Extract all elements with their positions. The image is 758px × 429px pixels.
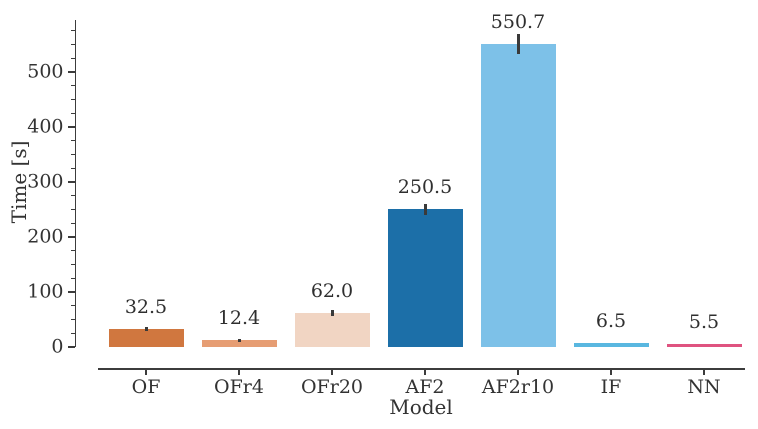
x-tick-label-af2r10: AF2r10 xyxy=(481,375,555,398)
bar-value-label-ofr20: 62.0 xyxy=(310,279,354,302)
x-tick-label-of: OF xyxy=(131,375,161,398)
error-bar-af2r10 xyxy=(516,34,520,54)
y-minor-tick xyxy=(70,167,75,169)
y-tick xyxy=(67,291,75,293)
y-tick-label: 500 xyxy=(27,60,64,83)
bar-ofr4 xyxy=(201,340,277,347)
y-minor-tick xyxy=(70,208,75,211)
x-tick xyxy=(610,369,612,375)
error-bar-af2 xyxy=(423,203,427,215)
y-axis-spine xyxy=(74,19,76,347)
y-tick xyxy=(67,236,75,238)
bar-value-label-af2r10: 550.7 xyxy=(490,11,546,34)
y-tick xyxy=(67,346,75,348)
bar-of xyxy=(108,329,184,347)
x-tick xyxy=(331,369,333,375)
bar-value-label-nn: 5.5 xyxy=(688,310,720,333)
y-minor-tick xyxy=(70,250,75,252)
x-tick-label-af2: AF2 xyxy=(405,375,445,398)
x-tick-label-ofr4: OFr4 xyxy=(214,375,264,398)
y-minor-tick xyxy=(70,222,75,224)
y-minor-tick xyxy=(70,30,75,32)
y-minor-tick xyxy=(70,195,75,197)
bar-ofr20 xyxy=(294,312,370,347)
y-minor-tick xyxy=(70,140,75,142)
x-tick xyxy=(424,369,426,375)
y-minor-tick xyxy=(70,57,75,59)
x-tick-label-nn: NN xyxy=(687,375,721,398)
bar-af2 xyxy=(387,209,463,347)
x-tick xyxy=(517,369,519,375)
y-minor-tick xyxy=(70,85,75,87)
y-minor-tick xyxy=(70,332,75,334)
error-bar-ofr4 xyxy=(237,338,241,342)
error-bar-of xyxy=(144,326,148,332)
bar-af2r10 xyxy=(480,44,556,347)
bar-value-label-of: 32.5 xyxy=(124,296,168,319)
x-tick xyxy=(145,369,147,375)
y-tick-label: 200 xyxy=(27,225,64,248)
y-tick xyxy=(67,181,75,183)
x-axis-spine xyxy=(98,368,745,370)
y-tick-label: 300 xyxy=(27,170,64,193)
y-minor-tick xyxy=(70,153,75,156)
bar-nn xyxy=(666,343,742,347)
y-tick-label: 400 xyxy=(27,115,64,138)
bar-value-label-if: 6.5 xyxy=(595,310,627,333)
y-tick xyxy=(67,126,75,128)
y-minor-tick xyxy=(70,43,75,46)
error-bar-ofr20 xyxy=(330,310,334,316)
bar-if xyxy=(573,343,649,347)
x-tick xyxy=(238,369,240,375)
y-tick-label: 0 xyxy=(51,335,64,358)
y-minor-tick xyxy=(70,263,75,266)
x-tick xyxy=(703,369,705,375)
y-tick xyxy=(67,71,75,73)
bar-value-label-af2: 250.5 xyxy=(397,176,453,199)
y-axis-title: Time [s] xyxy=(7,140,31,224)
y-minor-tick xyxy=(70,318,75,321)
x-tick-label-if: IF xyxy=(600,375,622,398)
y-minor-tick xyxy=(70,305,75,307)
bar-value-label-ofr4: 12.4 xyxy=(217,307,261,330)
y-minor-tick xyxy=(70,98,75,101)
x-axis-title: Model xyxy=(389,395,453,419)
y-minor-tick xyxy=(70,277,75,279)
y-minor-tick xyxy=(70,112,75,114)
x-tick-label-ofr20: OFr20 xyxy=(300,375,364,398)
y-tick-label: 100 xyxy=(27,280,64,303)
